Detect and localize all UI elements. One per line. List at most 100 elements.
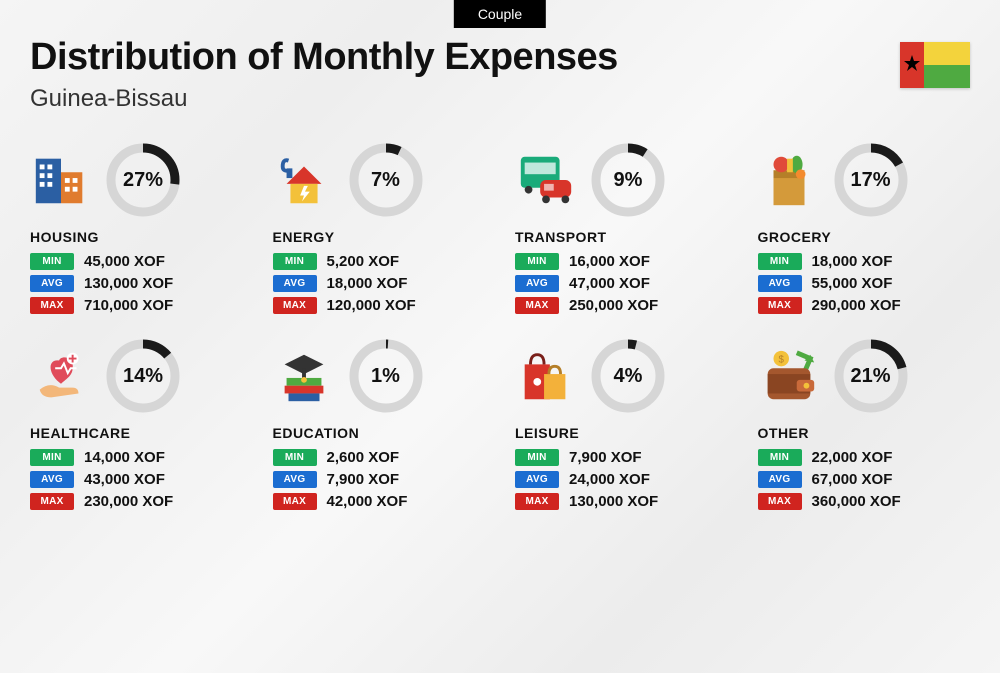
min-tag: MIN (758, 449, 802, 466)
percentage-label: 7% (349, 143, 423, 217)
donut-chart: 14% (106, 339, 180, 413)
category-card-housing: 27% HOUSING MIN 45,000 XOF AVG 130,000 X… (30, 143, 243, 319)
stat-row-max: MAX 42,000 XOF (273, 493, 486, 510)
max-value: 360,000 XOF (812, 493, 901, 510)
category-label: ENERGY (273, 229, 486, 245)
category-card-energy: 7% ENERGY MIN 5,200 XOF AVG 18,000 XOF M… (273, 143, 486, 319)
avg-value: 67,000 XOF (812, 471, 893, 488)
wallet-icon: $ (758, 345, 820, 407)
min-value: 22,000 XOF (812, 449, 893, 466)
avg-tag: AVG (30, 471, 74, 488)
avg-tag: AVG (515, 471, 559, 488)
percentage-label: 27% (106, 143, 180, 217)
stat-row-avg: AVG 55,000 XOF (758, 275, 971, 292)
donut-chart: 1% (349, 339, 423, 413)
category-label: HOUSING (30, 229, 243, 245)
min-value: 7,900 XOF (569, 449, 642, 466)
min-tag: MIN (515, 449, 559, 466)
books-cap-icon (273, 345, 335, 407)
page-title: Distribution of Monthly Expenses (30, 36, 970, 79)
stat-row-min: MIN 22,000 XOF (758, 449, 971, 466)
max-value: 250,000 XOF (569, 297, 658, 314)
stat-row-max: MAX 250,000 XOF (515, 297, 728, 314)
category-label: OTHER (758, 425, 971, 441)
bus-car-icon (515, 149, 577, 211)
stat-row-min: MIN 45,000 XOF (30, 253, 243, 270)
category-label: EDUCATION (273, 425, 486, 441)
stat-row-max: MAX 710,000 XOF (30, 297, 243, 314)
donut-chart: 17% (834, 143, 908, 217)
stat-row-avg: AVG 43,000 XOF (30, 471, 243, 488)
category-card-leisure: 4% LEISURE MIN 7,900 XOF AVG 24,000 XOF … (515, 339, 728, 515)
category-label: TRANSPORT (515, 229, 728, 245)
donut-chart: 21% (834, 339, 908, 413)
category-card-healthcare: 14% HEALTHCARE MIN 14,000 XOF AVG 43,000… (30, 339, 243, 515)
shopping-bags-icon (515, 345, 577, 407)
category-label: LEISURE (515, 425, 728, 441)
max-value: 130,000 XOF (569, 493, 658, 510)
category-card-education: 1% EDUCATION MIN 2,600 XOF AVG 7,900 XOF… (273, 339, 486, 515)
avg-value: 55,000 XOF (812, 275, 893, 292)
avg-value: 130,000 XOF (84, 275, 173, 292)
min-value: 45,000 XOF (84, 253, 165, 270)
stat-row-min: MIN 5,200 XOF (273, 253, 486, 270)
max-value: 120,000 XOF (327, 297, 416, 314)
percentage-label: 14% (106, 339, 180, 413)
avg-tag: AVG (273, 471, 317, 488)
max-tag: MAX (273, 297, 317, 314)
stat-row-max: MAX 230,000 XOF (30, 493, 243, 510)
stat-row-max: MAX 290,000 XOF (758, 297, 971, 314)
percentage-label: 1% (349, 339, 423, 413)
stat-row-min: MIN 16,000 XOF (515, 253, 728, 270)
max-tag: MAX (30, 297, 74, 314)
category-label: HEALTHCARE (30, 425, 243, 441)
max-tag: MAX (515, 297, 559, 314)
max-tag: MAX (30, 493, 74, 510)
stat-row-avg: AVG 7,900 XOF (273, 471, 486, 488)
stat-row-max: MAX 360,000 XOF (758, 493, 971, 510)
avg-value: 43,000 XOF (84, 471, 165, 488)
stat-row-min: MIN 2,600 XOF (273, 449, 486, 466)
max-tag: MAX (273, 493, 317, 510)
avg-tag: AVG (515, 275, 559, 292)
percentage-label: 21% (834, 339, 908, 413)
min-tag: MIN (758, 253, 802, 270)
svg-text:$: $ (778, 354, 784, 365)
stat-row-max: MAX 130,000 XOF (515, 493, 728, 510)
min-tag: MIN (30, 253, 74, 270)
buildings-icon (30, 149, 92, 211)
min-value: 18,000 XOF (812, 253, 893, 270)
avg-tag: AVG (30, 275, 74, 292)
stat-row-avg: AVG 130,000 XOF (30, 275, 243, 292)
avg-value: 47,000 XOF (569, 275, 650, 292)
min-tag: MIN (273, 449, 317, 466)
min-tag: MIN (30, 449, 74, 466)
country-flag-icon (900, 42, 970, 88)
grocery-bag-icon (758, 149, 820, 211)
max-value: 230,000 XOF (84, 493, 173, 510)
min-value: 14,000 XOF (84, 449, 165, 466)
stat-row-avg: AVG 47,000 XOF (515, 275, 728, 292)
category-card-transport: 9% TRANSPORT MIN 16,000 XOF AVG 47,000 X… (515, 143, 728, 319)
max-value: 290,000 XOF (812, 297, 901, 314)
min-value: 2,600 XOF (327, 449, 400, 466)
donut-chart: 9% (591, 143, 665, 217)
max-tag: MAX (515, 493, 559, 510)
avg-tag: AVG (273, 275, 317, 292)
donut-chart: 7% (349, 143, 423, 217)
max-tag: MAX (758, 297, 802, 314)
category-card-other: $ 21% OTHER MIN 22,000 XOF AVG 67,000 XO… (758, 339, 971, 515)
avg-tag: AVG (758, 275, 802, 292)
max-tag: MAX (758, 493, 802, 510)
min-value: 16,000 XOF (569, 253, 650, 270)
avg-tag: AVG (758, 471, 802, 488)
min-value: 5,200 XOF (327, 253, 400, 270)
category-card-grocery: 17% GROCERY MIN 18,000 XOF AVG 55,000 XO… (758, 143, 971, 319)
stat-row-avg: AVG 67,000 XOF (758, 471, 971, 488)
percentage-label: 4% (591, 339, 665, 413)
stat-row-min: MIN 14,000 XOF (30, 449, 243, 466)
avg-value: 18,000 XOF (327, 275, 408, 292)
header: Distribution of Monthly Expenses Guinea-… (0, 0, 1000, 123)
min-tag: MIN (515, 253, 559, 270)
min-tag: MIN (273, 253, 317, 270)
